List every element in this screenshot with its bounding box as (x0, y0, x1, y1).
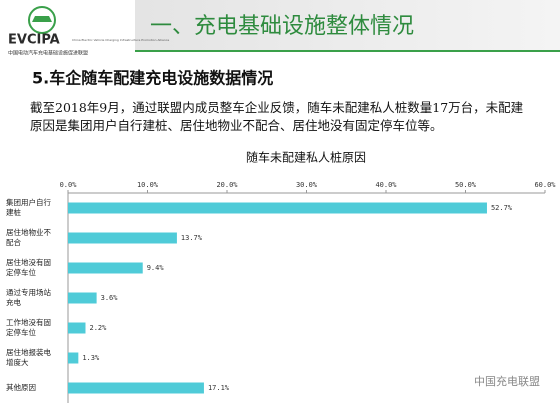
x-tick-label: 60.0% (534, 181, 556, 189)
x-tick-label: 0.0% (60, 181, 78, 189)
logo-english: China Electric Vehicle Charging Infrastr… (72, 38, 169, 42)
x-tick-label: 30.0% (296, 181, 318, 189)
watermark: 中国充电联盟 (474, 374, 540, 388)
value-label: 2.2% (89, 324, 107, 332)
chart-title: 随车未配建私人桩原因 (246, 150, 366, 165)
x-tick-label: 20.0% (216, 181, 238, 189)
logo-name: EVCIPA (8, 33, 60, 48)
bar (68, 232, 177, 244)
y-tick-label: 通过专用场站充电 (6, 287, 51, 307)
y-tick-label: 其他原因 (6, 382, 36, 392)
logo-icon (28, 6, 56, 34)
x-tick-label: 50.0% (455, 181, 477, 189)
bar (68, 382, 204, 394)
value-label: 17.1% (208, 384, 230, 392)
x-tick-label: 40.0% (375, 181, 397, 189)
section-title: 5.车企随车配建充电设施数据情况 (32, 69, 273, 88)
value-label: 52.7% (491, 204, 513, 212)
paragraph: 截至2018年9月，通过联盟内成员整车企业反馈，随车未配建私人桩数量17万台，未… (30, 100, 524, 133)
header-band (135, 0, 560, 50)
header-rule (135, 50, 560, 52)
y-tick-label: 居住地物业不配合 (6, 227, 51, 247)
bar (68, 322, 86, 334)
y-tick-label: 居住地报装电增度大 (6, 347, 51, 367)
y-tick-label: 工作地没有固定停车位 (6, 317, 51, 337)
bar (68, 292, 97, 304)
x-tick-label: 10.0% (137, 181, 159, 189)
logo-chinese: 中国电动汽车充电基础设施促进联盟 (8, 50, 88, 57)
header-title: 一、充电基础设施整体情况 (150, 14, 414, 39)
bar (68, 352, 79, 364)
bar (68, 202, 487, 214)
value-label: 13.7% (181, 234, 203, 242)
value-label: 9.4% (147, 264, 165, 272)
logo-car (32, 16, 52, 22)
y-tick-label: 集团用户自行建桩 (6, 197, 51, 217)
y-tick-label: 居住地没有固定停车位 (6, 257, 51, 277)
bar (68, 262, 143, 274)
value-label: 1.3% (82, 354, 100, 362)
value-label: 3.6% (101, 294, 119, 302)
